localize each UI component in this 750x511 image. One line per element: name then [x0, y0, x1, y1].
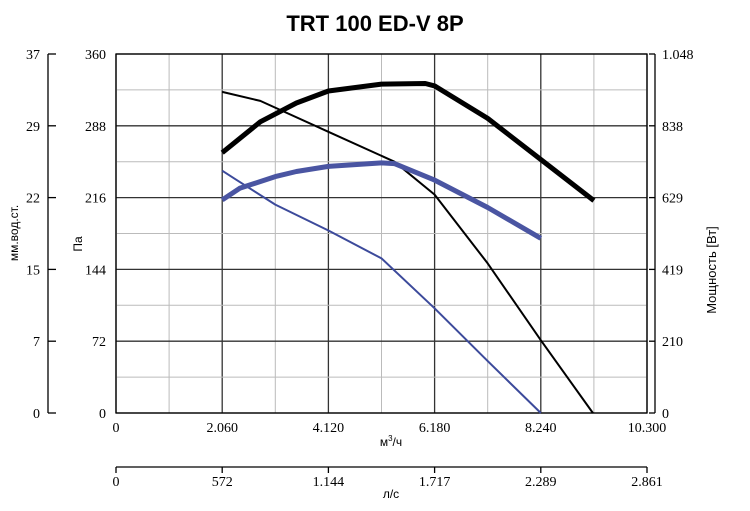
left-outer-tick-label: 37 [26, 48, 40, 63]
right-tick-label: 629 [662, 192, 683, 207]
y-tick-label: 72 [92, 335, 106, 350]
x-tick-label: 4.120 [313, 421, 345, 436]
x-tick-label: 0 [113, 421, 120, 436]
right-tick-label: 838 [662, 120, 683, 135]
y-tick-label: 288 [85, 120, 106, 135]
y-tick-label: 216 [85, 192, 106, 207]
x2-tick-label: 572 [212, 475, 233, 490]
y-tick-label: 144 [85, 263, 106, 278]
pressure-curve [221, 169, 542, 414]
x2-tick-label: 2.861 [631, 475, 663, 490]
power-curve [220, 160, 543, 241]
left-outer-axis-title: мм.вод.ст. [7, 205, 21, 261]
left-outer-tick-label: 7 [33, 335, 40, 350]
x-tick-label: 8.240 [525, 421, 557, 436]
series-layer [220, 81, 596, 414]
x-tick-label: 10.300 [628, 421, 667, 436]
y-tick-label: 360 [85, 48, 106, 63]
left-outer-tick-label: 15 [26, 263, 40, 278]
x2-axis-title: л/с [383, 487, 399, 501]
right-axis-title: Мощность [Вт] [704, 226, 719, 314]
x2-tick-label: 0 [113, 475, 120, 490]
y-tick-label: 0 [99, 407, 106, 422]
x-tick-label: 6.180 [419, 421, 451, 436]
x2-tick-label: 1.144 [313, 475, 345, 490]
x2-tick-label: 1.717 [419, 475, 451, 490]
plot-frame [115, 53, 648, 414]
left-outer-tick-label: 22 [26, 192, 40, 207]
right-tick-label: 419 [662, 263, 683, 278]
power-curve [220, 81, 596, 203]
right-tick-label: 0 [662, 407, 669, 422]
left-outer-tick-label: 0 [33, 407, 40, 422]
x-tick-label: 2.060 [206, 421, 238, 436]
right-tick-label: 210 [662, 335, 683, 350]
x-axis-title: м3/ч [380, 434, 402, 449]
chart-axes: 0 2.060 4.120 6.180 8.240 10.3000721442162883… [26, 48, 694, 490]
chart-grid [115, 53, 648, 414]
left-outer-tick-label: 29 [26, 120, 40, 135]
right-tick-label: 1.048 [662, 48, 694, 63]
x2-tick-label: 2.289 [525, 475, 557, 490]
y-axis-title: Па [71, 236, 85, 252]
pressure-curve [221, 90, 594, 414]
chart-title: TRT 100 ED-V 8P [286, 11, 463, 36]
